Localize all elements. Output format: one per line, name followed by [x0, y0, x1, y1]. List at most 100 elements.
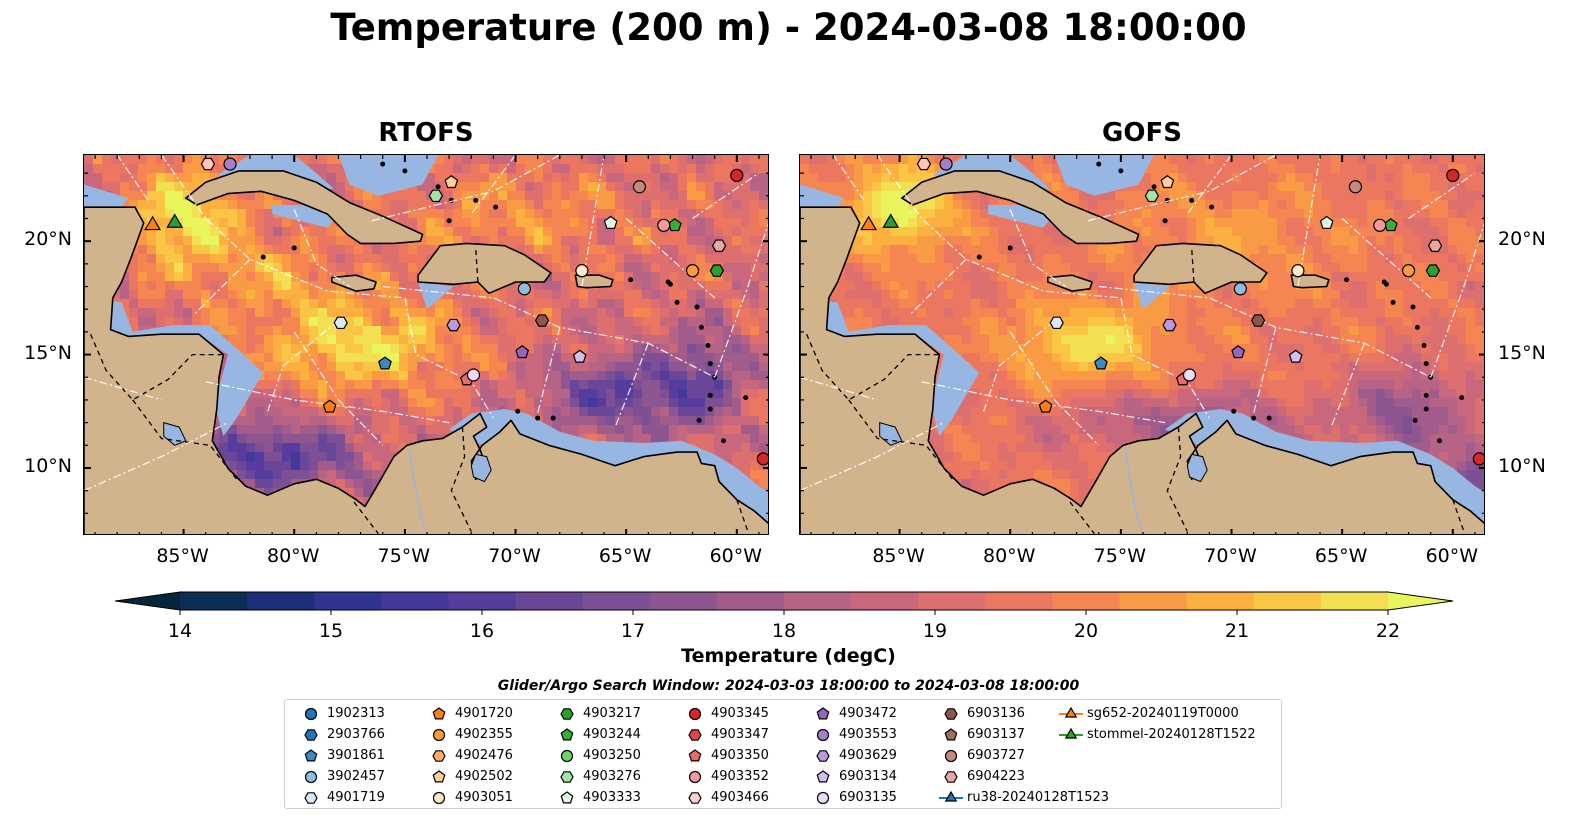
x-tick-label: 85°W: [872, 545, 925, 567]
legend-symbol: [560, 708, 574, 720]
marker-4901719: [333, 316, 348, 330]
x-tick-label: 70°W: [1204, 545, 1257, 567]
marker-6903727: [1348, 180, 1363, 194]
legend-marker: [944, 708, 958, 720]
legend-symbol: [432, 791, 446, 805]
marker-6903135: [466, 368, 481, 382]
legend-label: 2903766: [327, 727, 385, 742]
legend-label: 4903466: [711, 790, 769, 805]
country-borders: [806, 247, 1465, 534]
legend-label: 1902313: [327, 706, 385, 721]
legend-label: 4903629: [839, 748, 897, 763]
marker-1902313: [1483, 214, 1484, 218]
legend-marker: [688, 749, 702, 762]
legend-label: 3902457: [327, 769, 385, 784]
marker-3901861: [1094, 356, 1108, 370]
marker-4903629: [446, 318, 461, 332]
marker-4903352: [657, 218, 671, 232]
legend-label: sg652-20240119T0000: [1087, 706, 1239, 721]
marker-3902457: [1233, 282, 1247, 296]
colorbar-label: Temperature (degC): [681, 645, 896, 667]
x-tick-label: 75°W: [377, 545, 431, 567]
marker-stommel-20240128T1522: [166, 213, 184, 228]
legend-symbol: [560, 749, 574, 763]
colorbar-segment: [1253, 592, 1322, 610]
legend-marker: [1059, 727, 1083, 739]
marker-6904223: [1427, 239, 1443, 252]
colorbar: [114, 588, 1455, 642]
marker-4901719: [1049, 316, 1064, 330]
legend-marker: [560, 791, 574, 804]
colorbar-segment: [381, 592, 449, 610]
marker-4903472: [1231, 345, 1246, 359]
country-borders: [90, 247, 749, 534]
legend-symbol: [432, 750, 446, 762]
legend-marker: [1059, 706, 1083, 718]
x-tick-label: 70°W: [488, 545, 541, 567]
legend-marker: [939, 790, 963, 802]
marker-4903333: [603, 215, 618, 229]
search-window-text: Glider/Argo Search Window: 2024-03-03 18…: [497, 678, 1080, 694]
colorbar-segment: [918, 592, 986, 610]
colorbar-tick-label: 16: [469, 620, 495, 642]
marker-4903352: [1373, 218, 1387, 232]
legend-label: 4903352: [711, 769, 769, 784]
colorbar-segment: [716, 592, 785, 610]
platform-markers: [860, 157, 1484, 466]
legend-symbol: [816, 791, 830, 805]
legend-label: 4903347: [711, 727, 769, 742]
gofs-map: [799, 154, 1485, 535]
legend-symbol: [304, 729, 318, 741]
legend-label: 6903727: [967, 748, 1025, 763]
legend-symbol: [688, 729, 702, 741]
y-tick-label: 10°N: [1498, 454, 1546, 477]
marker-4903345: [730, 168, 744, 183]
legend-symbol: [816, 728, 830, 742]
land: [800, 161, 1484, 534]
marker-3902457: [517, 282, 531, 296]
marker-4901720: [322, 399, 337, 413]
legend-symbol: [1064, 706, 1078, 718]
legend-symbol: [304, 770, 318, 784]
legend-marker: [688, 770, 702, 784]
legend-symbol: [304, 749, 318, 762]
legend-symbol: [1064, 727, 1078, 739]
legend-symbol: [816, 750, 830, 762]
legend-label: 6903135: [839, 790, 897, 805]
legend-marker: [304, 707, 318, 721]
legend-marker: [432, 728, 446, 742]
legend-label: 4903276: [583, 769, 641, 784]
legend-marker: [688, 707, 702, 721]
legend-label: 4903051: [455, 790, 513, 805]
x-tick-label: 80°W: [266, 545, 320, 567]
legend-symbol: [688, 749, 702, 762]
colorbar-segment: [247, 592, 315, 610]
marker-4903553: [223, 157, 237, 171]
colorbar-tick-label: 21: [1224, 620, 1250, 642]
rtofs-map: [83, 154, 769, 535]
axis-ticks: [800, 155, 1484, 534]
legend-marker: [816, 728, 830, 742]
legend-symbol: [944, 708, 958, 720]
legend-label: ru38-20240128T1523: [967, 790, 1110, 805]
legend-label: 4903217: [583, 706, 641, 721]
legend-symbol: [944, 790, 958, 802]
marker-4903276: [1144, 189, 1160, 203]
marker-4903217: [1425, 264, 1441, 277]
legend-label: 3901861: [327, 748, 385, 763]
legend-symbol: [560, 771, 574, 783]
colorbar-segment: [582, 592, 651, 610]
colorbar-segment: [649, 592, 718, 610]
marker-6903136: [534, 314, 550, 327]
x-tick-label: 65°W: [1314, 545, 1368, 567]
legend-marker: [560, 728, 574, 741]
marker-extra-1: [1472, 452, 1484, 466]
axis-ticks: [84, 155, 768, 534]
legend-marker: [432, 750, 446, 762]
x-tick-label: 60°W: [1425, 545, 1479, 567]
legend-symbol: [432, 728, 446, 742]
legend-marker: [560, 708, 574, 720]
marker-4903276: [428, 189, 444, 203]
marker-6903727: [632, 180, 647, 194]
marker-6903135: [1182, 368, 1197, 382]
